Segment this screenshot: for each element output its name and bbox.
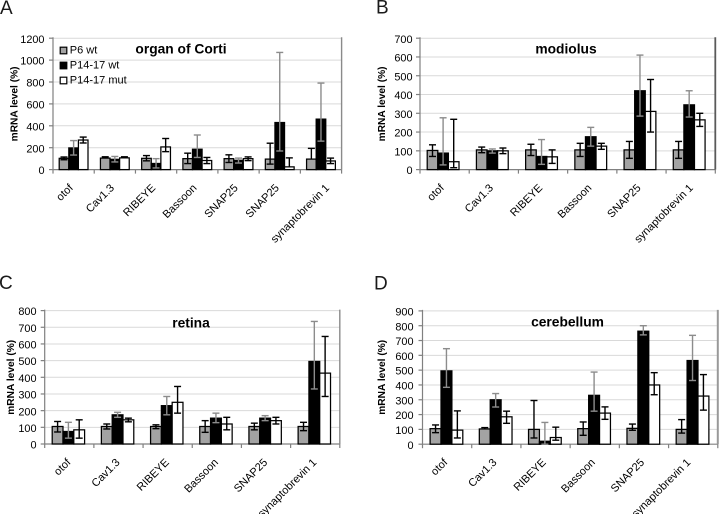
svg-text:1000: 1000 bbox=[20, 56, 44, 68]
svg-text:C: C bbox=[0, 273, 13, 294]
svg-text:700: 700 bbox=[395, 336, 413, 348]
svg-text:400: 400 bbox=[395, 381, 413, 393]
svg-text:400: 400 bbox=[18, 373, 36, 385]
svg-text:D: D bbox=[374, 274, 388, 295]
svg-text:100: 100 bbox=[395, 425, 413, 437]
svg-text:organ of Corti: organ of Corti bbox=[135, 42, 226, 57]
svg-text:0: 0 bbox=[406, 165, 412, 177]
svg-text:P6 wt: P6 wt bbox=[70, 45, 98, 57]
svg-text:300: 300 bbox=[394, 109, 412, 121]
svg-text:300: 300 bbox=[18, 390, 36, 402]
svg-text:200: 200 bbox=[394, 128, 412, 140]
svg-text:0: 0 bbox=[30, 440, 36, 452]
svg-text:P14-17 wt: P14-17 wt bbox=[70, 60, 120, 72]
svg-text:600: 600 bbox=[26, 100, 44, 112]
svg-text:600: 600 bbox=[395, 351, 413, 363]
svg-text:mRNA level (%): mRNA level (%) bbox=[10, 66, 21, 141]
svg-text:800: 800 bbox=[18, 306, 36, 318]
svg-text:0: 0 bbox=[407, 440, 413, 452]
svg-text:700: 700 bbox=[18, 323, 36, 335]
svg-text:900: 900 bbox=[395, 307, 413, 319]
svg-text:0: 0 bbox=[38, 165, 44, 177]
svg-text:700: 700 bbox=[394, 34, 412, 46]
svg-text:500: 500 bbox=[394, 71, 412, 83]
svg-text:retina: retina bbox=[172, 316, 210, 331]
svg-text:200: 200 bbox=[395, 410, 413, 422]
svg-text:cerebellum: cerebellum bbox=[531, 315, 604, 330]
svg-text:600: 600 bbox=[394, 53, 412, 65]
svg-text:mRNA level (%): mRNA level (%) bbox=[377, 66, 388, 141]
svg-text:200: 200 bbox=[26, 143, 44, 155]
svg-text:400: 400 bbox=[26, 121, 44, 133]
svg-text:B: B bbox=[376, 0, 389, 19]
svg-text:400: 400 bbox=[394, 90, 412, 102]
svg-text:100: 100 bbox=[394, 146, 412, 158]
svg-text:A: A bbox=[0, 0, 13, 19]
svg-text:1200: 1200 bbox=[20, 34, 44, 46]
svg-text:modiolus: modiolus bbox=[535, 42, 597, 57]
svg-text:500: 500 bbox=[18, 356, 36, 368]
svg-text:P14-17 mut: P14-17 mut bbox=[70, 75, 127, 87]
svg-text:500: 500 bbox=[395, 366, 413, 378]
svg-text:mRNA level (%): mRNA level (%) bbox=[377, 340, 388, 415]
svg-text:600: 600 bbox=[18, 340, 36, 352]
svg-text:200: 200 bbox=[18, 406, 36, 418]
svg-text:mRNA level (%): mRNA level (%) bbox=[6, 340, 17, 415]
svg-text:300: 300 bbox=[395, 395, 413, 407]
svg-text:100: 100 bbox=[18, 423, 36, 435]
svg-text:800: 800 bbox=[395, 321, 413, 333]
svg-text:800: 800 bbox=[26, 78, 44, 90]
